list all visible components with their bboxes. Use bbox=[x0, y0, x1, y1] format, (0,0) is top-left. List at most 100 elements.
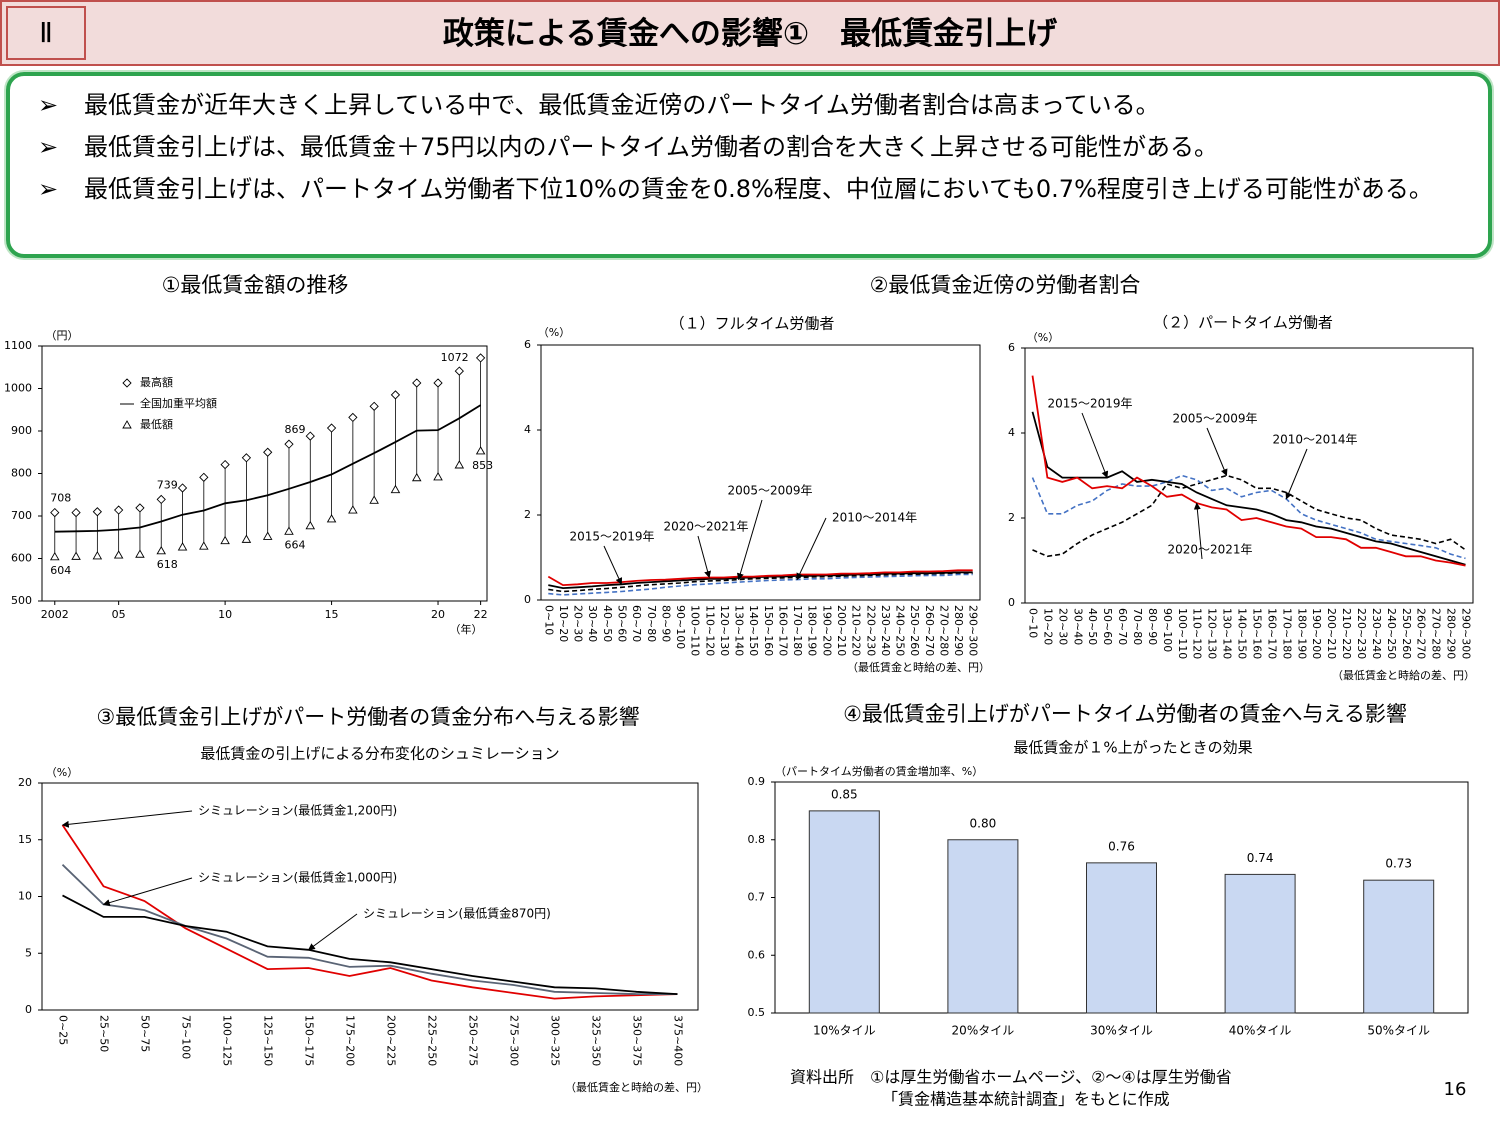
annotation-arrow bbox=[1081, 412, 1109, 479]
y-tick-label: 0.6 bbox=[748, 948, 766, 961]
triangle-marker bbox=[135, 549, 145, 558]
x-axis-label: （最低賃金と時給の差、円） bbox=[565, 1080, 708, 1094]
section-title: ①最低賃金額の推移 bbox=[162, 273, 349, 297]
x-tick-label: 300~325 bbox=[549, 1015, 562, 1066]
annotation-arrow bbox=[102, 877, 193, 906]
y-tick-label: 15 bbox=[18, 833, 32, 846]
value-label: 604 bbox=[50, 564, 71, 577]
y-tick-label: 0 bbox=[524, 593, 531, 606]
diamond-marker bbox=[348, 412, 358, 423]
series-annotation: 2020～2021年 bbox=[663, 520, 748, 534]
x-tick-label: 250~275 bbox=[467, 1015, 480, 1066]
y-tick-label: 0.7 bbox=[748, 891, 766, 904]
series-line bbox=[61, 824, 678, 1000]
series-annotation: 2010～2014年 bbox=[832, 511, 917, 525]
x-tick-label: 260~270 bbox=[1415, 608, 1428, 659]
triangle-marker bbox=[241, 534, 252, 543]
section-title: ②最低賃金近傍の労働者割合 bbox=[870, 273, 1141, 297]
y-tick-label: 900 bbox=[11, 424, 32, 437]
triangle-marker bbox=[390, 484, 401, 494]
x-tick-label: 150~160 bbox=[762, 605, 775, 656]
diamond-marker bbox=[284, 439, 294, 449]
legend-label: 最低額 bbox=[140, 418, 173, 431]
value-label: 0.85 bbox=[831, 787, 858, 801]
y-axis-label: （%） bbox=[1027, 331, 1059, 344]
series-line bbox=[1031, 474, 1466, 560]
plot-frame bbox=[41, 345, 488, 602]
y-tick-label: 0.5 bbox=[748, 1006, 766, 1019]
legend-label: 最高額 bbox=[140, 375, 173, 389]
x-axis-label: （年） bbox=[450, 622, 483, 636]
y-tick-label: 6 bbox=[1008, 341, 1015, 354]
x-tick-label: 10~20 bbox=[1041, 608, 1054, 645]
x-tick-label: 100~110 bbox=[1176, 608, 1189, 659]
x-tick-label: 180~190 bbox=[806, 605, 819, 656]
x-tick-label: 200~210 bbox=[1325, 608, 1338, 659]
chart-title: （２）パートタイム労働者 bbox=[1153, 314, 1333, 332]
x-tick-label: 100~110 bbox=[689, 605, 702, 656]
x-tick-label: 220~230 bbox=[1355, 608, 1368, 659]
diamond-marker bbox=[50, 507, 60, 518]
x-tick-label: 10 bbox=[218, 608, 232, 621]
x-tick-label: 250~260 bbox=[1400, 608, 1413, 659]
x-tick-label: 20~30 bbox=[1056, 608, 1069, 645]
x-tick-label: 240~250 bbox=[1385, 608, 1398, 659]
bullet: 最低賃金が近年大きく上昇している中で、最低賃金近傍のパートタイム労働者割合は高ま… bbox=[38, 88, 1484, 122]
diamond-marker bbox=[199, 472, 209, 482]
x-tick-label: 160~170 bbox=[1265, 608, 1278, 659]
x-tick-label: 200~210 bbox=[835, 605, 848, 656]
y-tick-label: 2 bbox=[1008, 511, 1015, 524]
chart-title: 最低賃金が１%上がったときの効果 bbox=[1013, 739, 1252, 757]
y-axis-label: （%） bbox=[538, 326, 570, 339]
y-tick-label: 2 bbox=[524, 508, 531, 521]
x-tick-label: 20 bbox=[431, 608, 445, 621]
x-tick-label: 20%タイル bbox=[952, 1024, 1015, 1038]
value-label: 1072 bbox=[441, 351, 469, 364]
triangle-marker bbox=[454, 460, 465, 469]
x-axis-label: （最低賃金と時給の差、円） bbox=[847, 660, 990, 674]
y-axis-label: （パートタイム労働者の賃金増加率、%） bbox=[775, 764, 983, 778]
diamond-marker bbox=[369, 401, 379, 411]
x-tick-label: 0~25 bbox=[57, 1015, 70, 1045]
x-tick-label: 120~130 bbox=[1206, 608, 1219, 659]
x-axis-label: （最低賃金と時給の差、円） bbox=[1332, 668, 1475, 682]
x-tick-label: 110~120 bbox=[1191, 608, 1204, 659]
y-tick-label: 5 bbox=[25, 946, 32, 959]
diamond-marker bbox=[92, 507, 102, 517]
triangle-marker bbox=[433, 471, 443, 481]
triangle-marker bbox=[156, 545, 167, 555]
series-annotation: 2005～2009年 bbox=[727, 484, 812, 498]
annotation-arrow bbox=[1206, 427, 1228, 477]
diamond-marker bbox=[114, 505, 124, 515]
x-tick-label: 50%タイル bbox=[1367, 1024, 1430, 1038]
diamond-marker bbox=[454, 366, 464, 376]
diamond-marker bbox=[433, 378, 443, 388]
annotation-arrow bbox=[1193, 502, 1203, 560]
series-line bbox=[1032, 474, 1466, 558]
triangle-marker bbox=[262, 531, 273, 540]
x-tick-label: 30%タイル bbox=[1090, 1024, 1153, 1038]
series-annotation: シミュレーション(最低賃金1,200円) bbox=[198, 803, 397, 818]
x-tick-label: 210~220 bbox=[850, 605, 863, 656]
series-annotation: 2010～2014年 bbox=[1272, 433, 1357, 447]
header: 政策による賃金への影響① 最低賃金引上げ Ⅱ bbox=[0, 0, 1500, 66]
x-tick-label: 0~10 bbox=[1026, 608, 1039, 638]
x-tick-label: 290~300 bbox=[1460, 608, 1473, 659]
y-axis-label: （円） bbox=[46, 329, 79, 342]
x-tick-label: 40%タイル bbox=[1229, 1024, 1292, 1038]
x-tick-label: 175~200 bbox=[344, 1015, 357, 1066]
bar bbox=[1224, 873, 1296, 1014]
chart-title: （１）フルタイム労働者 bbox=[670, 315, 835, 333]
page-number: 16 bbox=[1444, 1079, 1467, 1100]
x-tick-label: 280~290 bbox=[952, 605, 965, 656]
y-tick-label: 0 bbox=[25, 1003, 32, 1016]
x-tick-label: 110~120 bbox=[703, 605, 716, 656]
series-line bbox=[548, 572, 973, 593]
diamond-marker bbox=[135, 503, 145, 513]
series-annotation: 2015～2019年 bbox=[1047, 397, 1132, 411]
x-tick-label: 60~70 bbox=[630, 605, 643, 642]
series-annotation: シミュレーション(最低賃金870円) bbox=[363, 906, 551, 921]
x-tick-label: 280~290 bbox=[1445, 608, 1458, 659]
